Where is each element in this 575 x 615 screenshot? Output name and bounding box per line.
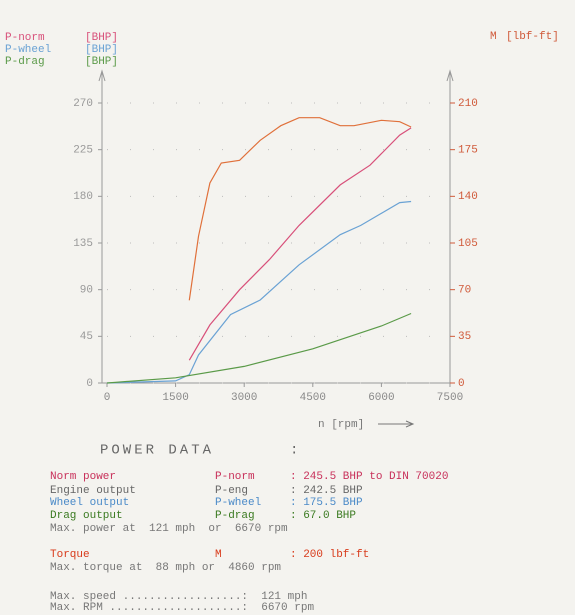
report-cell: P-drag: [215, 510, 255, 522]
x-tick-label: 1500: [162, 392, 188, 404]
x-tick-label: 7500: [437, 392, 463, 404]
y2-series-name: M: [490, 31, 497, 43]
y-tick-label: 90: [80, 285, 93, 297]
y2-tick-label: 210: [458, 98, 478, 110]
y-tick-label: 180: [73, 191, 93, 203]
y2-axis-label: [lbf-ft]: [506, 31, 559, 43]
y2-tick-label: 35: [458, 331, 471, 343]
report-cell: Max. power at 121 mph or 6670 rpm: [50, 523, 288, 535]
legend-unit: [BHP]: [85, 32, 118, 44]
x-label-arrowhead: [405, 420, 415, 428]
report-cell: Max. torque at 88 mph or 4860 rpm: [50, 562, 281, 574]
report-cell: M: [215, 549, 222, 561]
series-line: [106, 200, 412, 384]
y2-axis-arrow: [446, 69, 454, 82]
x-axis-label: n [rpm]: [318, 419, 364, 431]
report-title-colon: :: [290, 443, 298, 459]
x-tick-label: 6000: [368, 392, 394, 404]
legend-name: P-norm: [5, 32, 45, 44]
report-title: POWER DATA: [100, 443, 214, 459]
legend-name: P-drag: [5, 56, 45, 68]
report-cell: P-eng: [215, 485, 248, 497]
y2-tick-label: 0: [458, 378, 465, 390]
report-cell: : 175.5 BHP: [290, 497, 363, 509]
report-cell: Max. RPM ....................: 6670 rpm: [50, 602, 314, 614]
report-cell: : 242.5 BHP: [290, 485, 363, 497]
report-cell: : 67.0 BHP: [290, 510, 356, 522]
x-tick-label: 3000: [231, 392, 257, 404]
y2-tick-label: 140: [458, 191, 478, 203]
y-axis-arrow: [98, 69, 106, 82]
y2-tick-label: 105: [458, 238, 478, 250]
x-tick-label: 4500: [300, 392, 326, 404]
y-tick-label: 0: [86, 378, 93, 390]
y2-tick-label: 175: [458, 145, 478, 157]
y-tick-label: 135: [73, 238, 93, 250]
report-cell: Torque: [50, 549, 90, 561]
series-line: [106, 312, 412, 384]
x-tick-label: 0: [104, 392, 111, 404]
legend-name: P-wheel: [5, 44, 51, 56]
series-line: [188, 127, 412, 361]
report-cell: : 245.5 BHP to DIN 70020: [290, 471, 448, 483]
y-tick-label: 225: [73, 145, 93, 157]
y2-tick-label: 70: [458, 285, 471, 297]
report-cell: Drag output: [50, 510, 123, 522]
y-tick-label: 270: [73, 98, 93, 110]
report-cell: Engine output: [50, 485, 136, 497]
legend-unit: [BHP]: [85, 56, 118, 68]
report-cell: Max. speed ..................: 121 mph: [50, 591, 307, 603]
report-cell: Wheel output: [50, 497, 129, 509]
report-cell: : 200 lbf-ft: [290, 549, 369, 561]
report-cell: Norm power: [50, 471, 116, 483]
report-cell: P-norm: [215, 471, 255, 483]
report-cell: P-wheel: [215, 497, 261, 509]
legend-unit: [BHP]: [85, 44, 118, 56]
y-tick-label: 45: [80, 331, 93, 343]
series-line: [188, 117, 412, 301]
